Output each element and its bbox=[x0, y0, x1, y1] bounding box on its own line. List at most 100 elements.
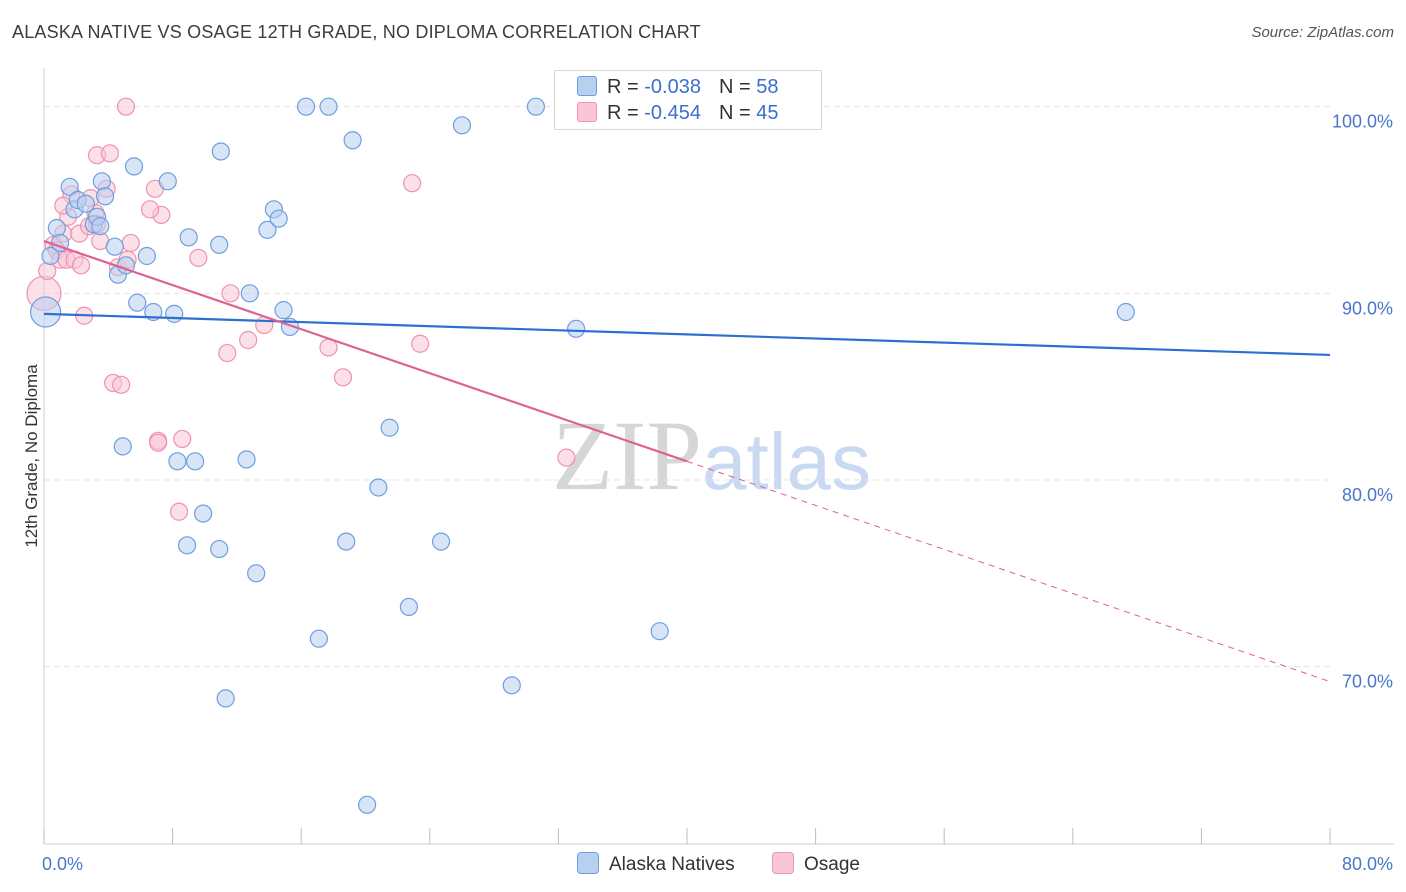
alaska-natives-point bbox=[194, 504, 213, 523]
n-value: 45 bbox=[756, 102, 779, 124]
alaska-natives-point bbox=[369, 478, 388, 497]
alaska-natives-point bbox=[165, 304, 184, 323]
chart-title: ALASKA NATIVE VS OSAGE 12TH GRADE, NO DI… bbox=[12, 22, 701, 42]
osage-point bbox=[140, 200, 160, 219]
stats-row-alaska-natives: R = -0.038 N = 58 bbox=[577, 76, 778, 100]
alaska-natives-point bbox=[211, 142, 230, 161]
osage-point bbox=[557, 448, 576, 467]
alaska-natives-trendline bbox=[43, 312, 1331, 357]
r-label: R = bbox=[607, 76, 645, 98]
alaska-natives-point bbox=[247, 564, 266, 583]
r-value: -0.038 bbox=[644, 76, 701, 98]
osage-point bbox=[333, 368, 353, 387]
osage-point bbox=[112, 375, 131, 394]
axis-layer bbox=[43, 68, 1394, 845]
alaska-natives-point bbox=[186, 452, 205, 471]
legend-alaska-natives[interactable]: Alaska Natives bbox=[577, 852, 735, 878]
source-label: Source: ZipAtlas.com bbox=[1251, 24, 1394, 41]
alaska-natives-point bbox=[105, 237, 124, 256]
alaska-natives-point bbox=[343, 131, 362, 150]
alaska-natives-swatch bbox=[577, 76, 597, 96]
alaska-natives-point bbox=[566, 319, 586, 338]
alaska-natives-point bbox=[309, 629, 328, 648]
alaska-natives-point bbox=[240, 284, 259, 303]
y-axis-title: 12th Grade, No Diploma bbox=[22, 364, 41, 548]
alaska-natives-point bbox=[177, 536, 197, 555]
osage-point bbox=[71, 256, 91, 275]
grid-layer bbox=[44, 106, 1330, 668]
alaska-natives-point bbox=[92, 172, 111, 191]
osage-point bbox=[189, 248, 208, 267]
alaska-natives-point bbox=[650, 622, 669, 641]
y-tick-label: 100.0% bbox=[1332, 112, 1393, 132]
alaska-natives-point bbox=[30, 296, 62, 328]
alaska-natives-point bbox=[269, 209, 288, 228]
alaska-natives-legend-label: Alaska Natives bbox=[609, 854, 735, 875]
osage-trendline bbox=[43, 240, 688, 463]
r-label: R = bbox=[607, 102, 645, 124]
alaska-natives-point bbox=[1116, 302, 1135, 322]
alaska-natives-point bbox=[452, 116, 472, 135]
osage-point bbox=[149, 433, 168, 452]
alaska-natives-point bbox=[358, 795, 377, 814]
n-label: N = bbox=[718, 102, 757, 124]
alaska-natives-point bbox=[337, 532, 356, 551]
alaska-natives-point bbox=[399, 597, 419, 617]
alaska-natives-point bbox=[526, 97, 545, 116]
alaska-natives-point bbox=[179, 228, 198, 247]
n-label: N = bbox=[718, 76, 757, 98]
alaska-natives-point bbox=[124, 157, 144, 176]
osage-trendline-extension bbox=[686, 460, 1331, 683]
alaska-natives-point bbox=[296, 97, 316, 116]
osage-point bbox=[169, 502, 189, 521]
x-tick-label: 80.0% bbox=[1342, 854, 1393, 874]
alaska-natives-point bbox=[431, 532, 451, 551]
alaska-natives-points bbox=[30, 97, 1135, 814]
tick-label-layer: 100.0% 90.0% 80.0% 70.0% 0.0% 80.0% 12th Grade… bbox=[22, 112, 1393, 874]
osage-point bbox=[116, 97, 136, 116]
alaska-natives-point bbox=[91, 217, 110, 236]
osage-legend-swatch bbox=[772, 852, 794, 874]
alaska-natives-point bbox=[95, 187, 115, 206]
alaska-natives-point bbox=[210, 235, 229, 254]
alaska-natives-point bbox=[502, 676, 521, 695]
osage-point bbox=[100, 144, 120, 163]
osage-point bbox=[221, 284, 240, 303]
n-value: 58 bbox=[756, 76, 779, 98]
x-tick-label: 0.0% bbox=[42, 854, 83, 874]
alaska-natives-point bbox=[158, 172, 177, 191]
legend-osage[interactable]: Osage bbox=[772, 852, 860, 878]
osage-point bbox=[173, 429, 192, 449]
alaska-natives-point bbox=[274, 301, 293, 320]
y-tick-label: 90.0% bbox=[1342, 298, 1393, 318]
y-tick-label: 80.0% bbox=[1342, 485, 1393, 505]
osage-point bbox=[403, 174, 422, 193]
alaska-natives-point bbox=[60, 177, 79, 197]
alaska-natives-point bbox=[41, 246, 60, 266]
osage-point bbox=[239, 330, 258, 350]
alaska-natives-point bbox=[258, 220, 277, 239]
alaska-natives-legend-swatch bbox=[577, 852, 599, 874]
osage-point bbox=[218, 343, 237, 363]
r-value: -0.454 bbox=[644, 102, 701, 124]
osage-point bbox=[121, 233, 140, 253]
alaska-natives-point bbox=[319, 97, 338, 116]
osage-point bbox=[411, 334, 430, 353]
alaska-natives-point bbox=[168, 452, 187, 471]
alaska-natives-point bbox=[216, 689, 235, 708]
alaska-natives-point bbox=[380, 418, 399, 437]
alaska-natives-point bbox=[76, 194, 95, 213]
alaska-natives-point bbox=[210, 539, 229, 559]
alaska-natives-point bbox=[137, 246, 156, 266]
alaska-natives-point bbox=[237, 450, 256, 469]
alaska-natives-point bbox=[47, 218, 66, 238]
osage-legend-label: Osage bbox=[804, 854, 860, 875]
y-tick-label: 70.0% bbox=[1342, 672, 1393, 692]
alaska-natives-point bbox=[113, 437, 132, 456]
stats-row-osage: R = -0.454 N = 45 bbox=[577, 102, 778, 126]
trend-layer bbox=[43, 240, 1331, 683]
osage-swatch bbox=[577, 102, 597, 122]
stats-legend: R = -0.038 N = 58 R = -0.454 N = 45 bbox=[554, 70, 822, 130]
osage-points bbox=[26, 97, 576, 521]
